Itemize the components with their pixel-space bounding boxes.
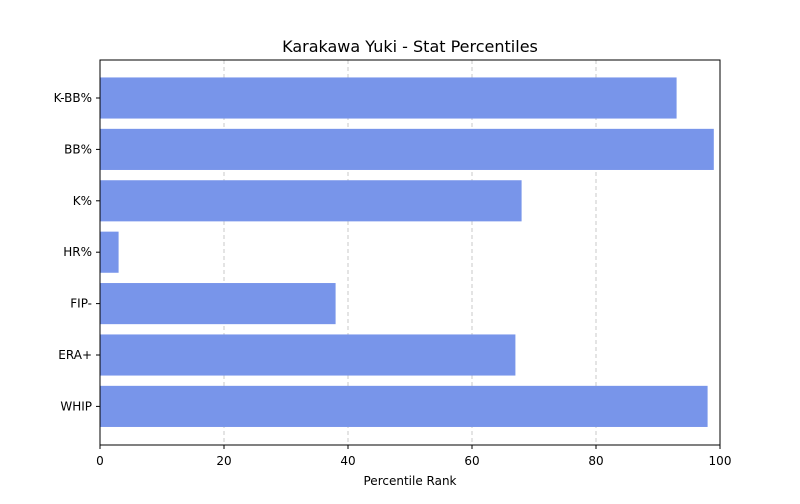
chart-title: Karakawa Yuki - Stat Percentiles xyxy=(282,37,538,56)
x-tick-label-0: 0 xyxy=(96,454,104,468)
y-tick-label: K-BB% xyxy=(54,91,92,105)
y-tick-label: HR% xyxy=(63,245,92,259)
x-tick-label-100: 100 xyxy=(709,454,732,468)
bar-whip xyxy=(100,385,708,427)
y-tick-label: FIP- xyxy=(70,297,92,311)
bar-hr- xyxy=(100,231,119,273)
x-tick-label-40: 40 xyxy=(340,454,355,468)
y-tick-label: ERA+ xyxy=(58,348,92,362)
bars xyxy=(100,77,714,427)
bar-fip- xyxy=(100,283,336,325)
x-axis-label: Percentile Rank xyxy=(364,474,457,488)
y-tick-label: K% xyxy=(73,194,92,208)
x-tick-label-60: 60 xyxy=(464,454,479,468)
x-tick-label-20: 20 xyxy=(216,454,231,468)
bar-bb- xyxy=(100,128,714,170)
x-tick-label-80: 80 xyxy=(588,454,603,468)
y-axis: K-BB% BB% K% HR% FIP- ERA+ WHIP xyxy=(54,91,100,413)
bar-k-bb- xyxy=(100,77,677,119)
bar-era- xyxy=(100,334,516,376)
x-axis: 0 20 40 60 80 100 xyxy=(96,445,731,468)
bar-k- xyxy=(100,180,522,222)
y-tick-label: WHIP xyxy=(60,399,92,413)
y-tick-label: BB% xyxy=(64,142,92,156)
